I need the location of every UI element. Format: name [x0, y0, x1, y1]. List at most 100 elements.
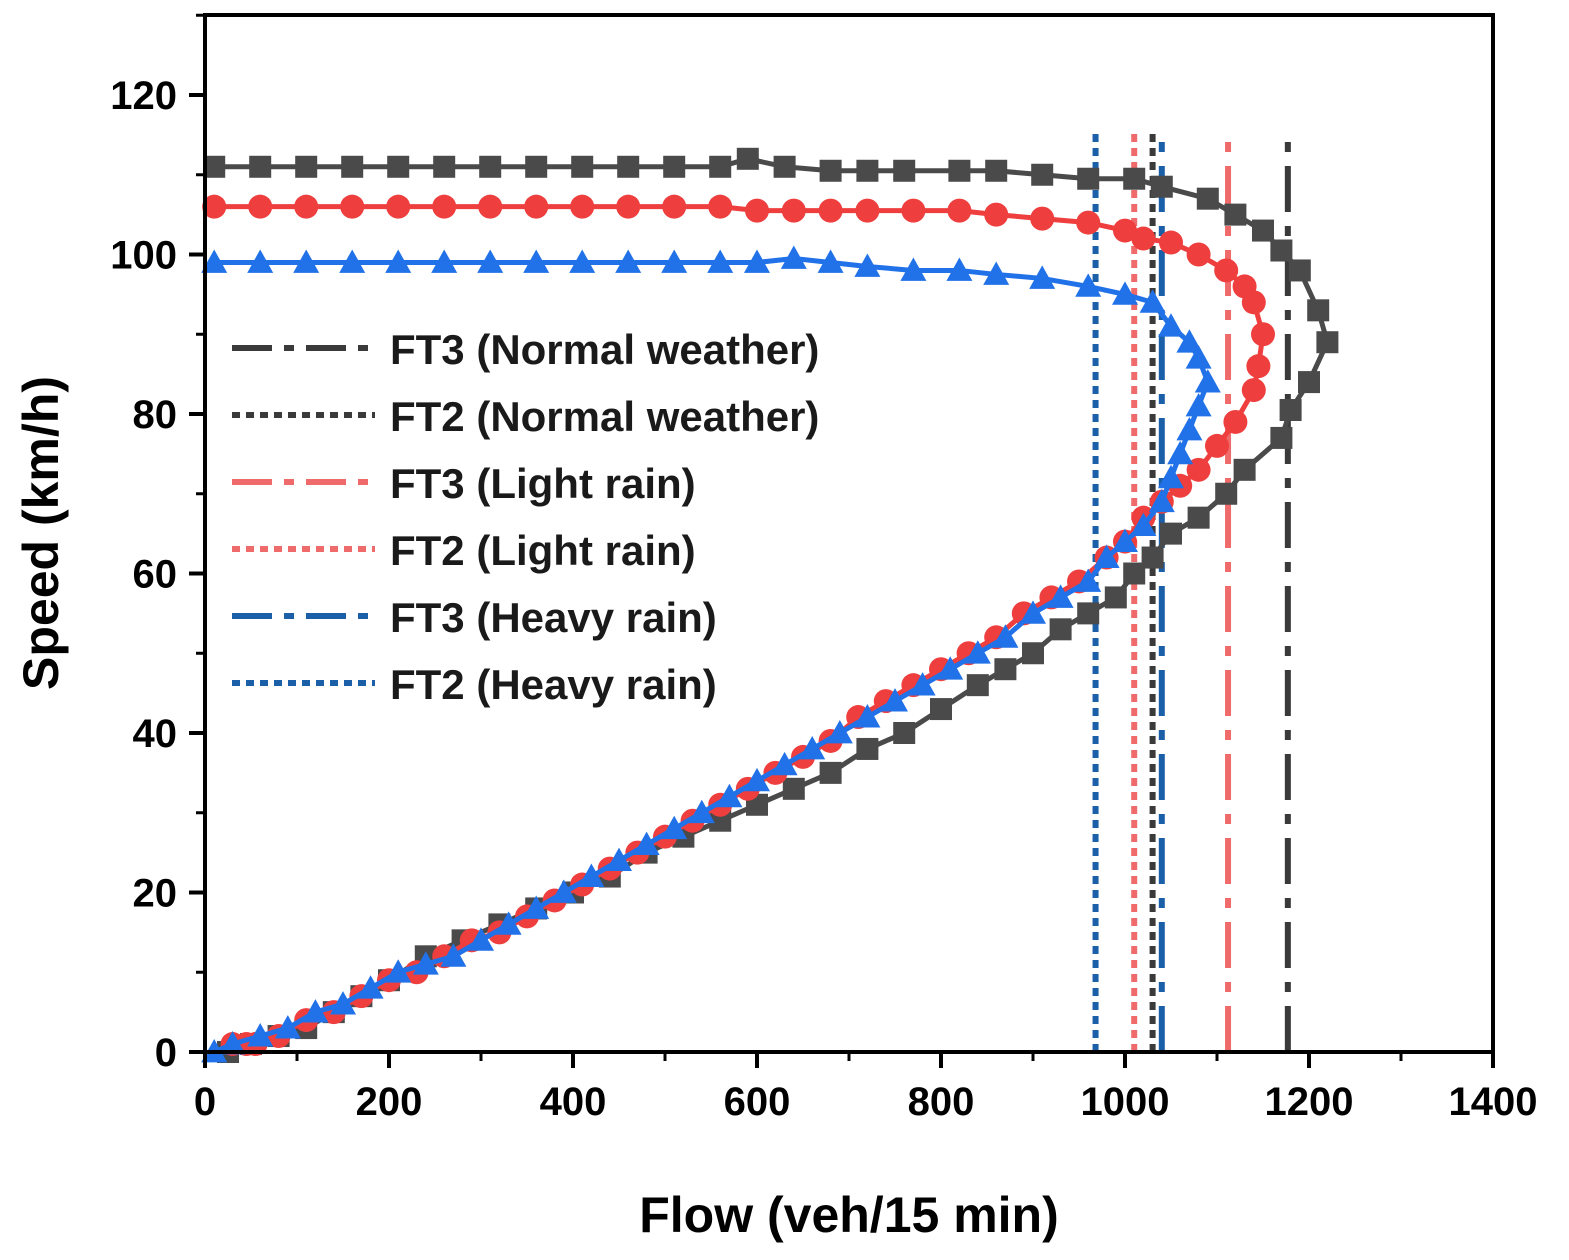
point-2-11: [707, 249, 734, 273]
point-2-30: [1158, 464, 1184, 489]
point-0-7: [525, 155, 548, 178]
point-0-12: [736, 147, 759, 170]
point-0-15: [856, 159, 879, 182]
point-2-13: [780, 245, 807, 269]
point-2-5: [431, 249, 458, 273]
point-2-12: [744, 249, 770, 273]
point-0-10: [663, 155, 686, 178]
y-tick-label-1: 20: [133, 872, 178, 916]
point-0-3: [341, 155, 364, 178]
point-1-31: [1223, 409, 1248, 434]
point-2-21: [1112, 281, 1138, 305]
point-2-47: [744, 767, 770, 792]
point-2-10: [661, 249, 688, 273]
point-2-1: [247, 249, 274, 273]
point-0-34: [1215, 482, 1238, 505]
point-2-65: [247, 1023, 274, 1047]
point-0-21: [1123, 167, 1146, 190]
point-1-14: [818, 198, 843, 223]
point-1-3: [340, 194, 365, 219]
point-0-35: [1187, 506, 1210, 529]
point-2-45: [799, 735, 826, 760]
point-1-15: [855, 198, 880, 223]
point-2-44: [826, 720, 853, 744]
point-0-47: [856, 737, 879, 760]
point-2-24: [1176, 329, 1203, 353]
point-0-11: [709, 155, 732, 178]
point-1-21: [1113, 218, 1137, 243]
point-0-36: [1160, 522, 1182, 545]
point-2-48: [716, 783, 743, 808]
point-1-16: [901, 198, 926, 223]
point-2-39: [964, 640, 991, 664]
y-tick-label-3: 60: [133, 553, 178, 597]
point-2-26: [1194, 369, 1221, 393]
point-1-28: [1251, 322, 1275, 347]
y-axis-title: Speed (km/h): [13, 376, 69, 690]
point-0-2: [295, 155, 318, 178]
point-0-38: [1123, 562, 1146, 585]
series-line-2: [213, 255, 1211, 1055]
point-2-63: [302, 999, 329, 1023]
legend-label-1: FT2 (Normal weather): [390, 393, 819, 440]
legend-label-5: FT2 (Heavy rain): [390, 661, 717, 708]
point-2-8: [569, 249, 596, 273]
point-2-43: [854, 704, 881, 728]
point-2-41: [909, 672, 936, 696]
point-2-16: [900, 257, 927, 281]
point-2-42: [882, 688, 908, 712]
point-2-59: [412, 951, 439, 975]
point-2-53: [578, 863, 605, 887]
point-2-58: [440, 943, 467, 967]
point-0-29: [1316, 331, 1339, 354]
point-2-46: [771, 751, 798, 776]
point-0-23: [1196, 187, 1219, 210]
point-2-62: [330, 991, 356, 1015]
point-0-32: [1270, 426, 1293, 449]
point-2-25: [1185, 345, 1212, 369]
point-1-30: [1241, 378, 1266, 403]
point-2-61: [357, 975, 384, 999]
point-0-33: [1233, 458, 1256, 481]
point-0-45: [930, 698, 952, 721]
point-1-25: [1214, 258, 1239, 283]
point-1-6: [478, 194, 503, 219]
legend-label-3: FT2 (Light rain): [390, 527, 696, 574]
point-2-40: [937, 656, 964, 680]
y-tick-label-4: 80: [133, 393, 178, 437]
point-2-32: [1130, 512, 1157, 537]
point-1-17: [947, 198, 972, 223]
y-tick-label-5: 100: [110, 234, 177, 278]
point-1-13: [781, 198, 806, 223]
point-2-6: [477, 249, 504, 273]
x-tick-label-5: 1000: [1081, 1080, 1170, 1124]
point-2-60: [385, 959, 412, 983]
x-tick-label-2: 400: [540, 1080, 607, 1124]
point-2-49: [688, 799, 715, 824]
x-tick-label-3: 600: [724, 1080, 791, 1124]
point-0-25: [1252, 219, 1274, 242]
point-1-24: [1186, 242, 1211, 267]
point-2-23: [1158, 313, 1184, 337]
y-tick-label-2: 40: [133, 712, 178, 756]
point-1-12: [745, 198, 769, 223]
point-2-17: [946, 257, 973, 281]
point-2-4: [385, 249, 412, 273]
point-1-32: [1205, 433, 1229, 458]
point-0-18: [985, 159, 1008, 182]
point-2-57: [468, 927, 494, 951]
point-0-37: [1141, 546, 1164, 569]
point-2-29: [1167, 440, 1194, 465]
x-tick-label-0: 0: [194, 1080, 216, 1124]
point-1-7: [524, 194, 549, 219]
point-1-20: [1076, 210, 1101, 235]
point-1-8: [570, 194, 595, 219]
point-2-20: [1075, 273, 1102, 297]
point-1-27: [1241, 290, 1266, 315]
point-0-43: [994, 658, 1017, 681]
point-0-17: [948, 159, 971, 182]
point-0-4: [387, 155, 410, 178]
point-1-22: [1131, 226, 1156, 251]
point-2-27: [1185, 393, 1212, 417]
